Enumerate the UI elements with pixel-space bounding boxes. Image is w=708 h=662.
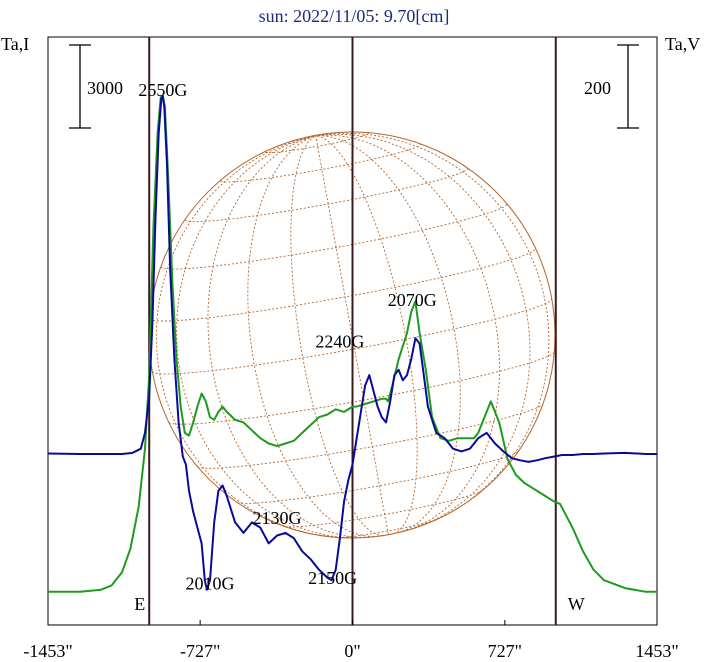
annotation-label: 2550G: [138, 80, 187, 100]
right-scale-label: 200: [584, 78, 611, 98]
longitude-line: [315, 135, 389, 535]
longitude-line: [315, 133, 531, 529]
limb-label: W: [568, 594, 585, 614]
left-scale-label: 3000: [87, 78, 123, 98]
annotation-label: 2240G: [315, 332, 364, 352]
chart-title: sun: 2022/11/05: 9.70[cm]: [259, 6, 450, 26]
longitude-line: [315, 132, 550, 516]
solar-disk-grid: [148, 131, 556, 539]
annotation-label: 2070G: [388, 290, 437, 310]
stokes-v-line: [47, 95, 657, 591]
latitude-line: [149, 248, 536, 322]
x-tick-label: -1453": [23, 641, 72, 661]
x-tick-label: -727": [180, 641, 220, 661]
x-tick-label: 0": [344, 641, 360, 661]
longitude-line: [155, 135, 328, 537]
annotation-label: 2130G: [253, 508, 302, 528]
limb-label: E: [134, 594, 145, 614]
latitude-line: [338, 519, 437, 538]
longitude-line: [176, 135, 361, 539]
longitude-line: [247, 135, 378, 537]
latitude-line: [237, 451, 519, 504]
longitude-line: [315, 135, 418, 535]
right-axis-label: Ta,V: [665, 34, 700, 54]
annotation-label: 2150G: [308, 568, 357, 588]
left-scale-bar: [69, 44, 91, 129]
longitude-line: [290, 135, 383, 536]
annotation-label: 2010G: [185, 574, 234, 594]
left-axis-label: Ta,I: [1, 34, 29, 54]
latitude-line: [264, 132, 370, 154]
x-axis-ticks: -1453" -727" 0" 727" 1453": [23, 620, 679, 661]
longitude-line: [315, 135, 461, 533]
series-group: [47, 94, 657, 593]
annotations-group: 2550G 2240G 2070G 2130G 2010G 2150G: [138, 80, 436, 594]
x-tick-label: 727": [488, 641, 522, 661]
right-scale-bar: [617, 44, 639, 129]
x-tick-label: 1453": [635, 641, 678, 661]
latitude-line: [160, 203, 508, 270]
